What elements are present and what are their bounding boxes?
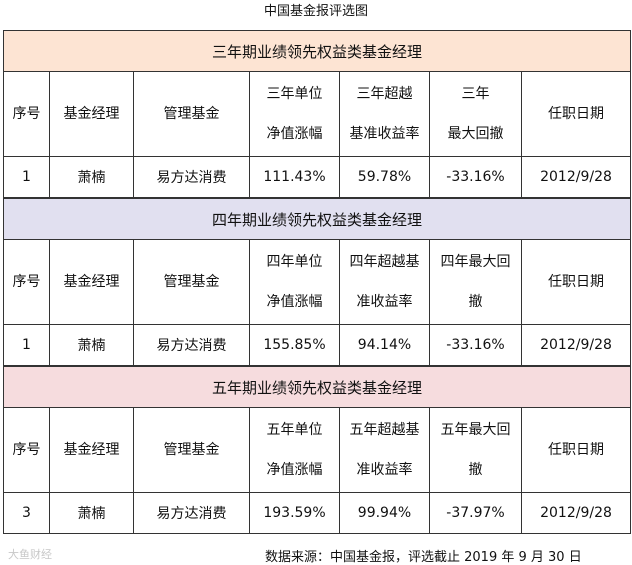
cell-excess-return: 99.94% [339, 492, 430, 534]
header-max-drawdown: 四年最大回撤 [429, 239, 522, 325]
header-seq: 序号 [3, 239, 50, 325]
header-line: 五年最大回 [440, 422, 511, 438]
cell-seq: 1 [3, 156, 50, 198]
cell-excess-return: 94.14% [339, 324, 430, 366]
header-line: 五年超越基 [349, 422, 420, 438]
cell-manager: 萧楠 [49, 492, 134, 534]
header-line: 最大回撤 [447, 126, 504, 142]
header-line: 净值涨幅 [266, 462, 323, 478]
header-seq: 序号 [3, 407, 50, 493]
cell-fund: 易方达消费 [133, 492, 250, 534]
cell-max-drawdown: -37.97% [429, 492, 522, 534]
header-max-drawdown: 五年最大回撤 [429, 407, 522, 493]
header-start-date: 任职日期 [520, 239, 632, 325]
header-line: 撤 [468, 462, 483, 478]
header-manager: 基金经理 [49, 407, 134, 493]
header-excess-return: 四年超越基 准收益率 [339, 239, 430, 325]
header-line: 三年单位 [266, 86, 323, 102]
table-three-year: 三年期业绩领先权益类基金经理 序号 基金经理 管理基金 三年单位净值涨幅 三年超… [2, 30, 632, 198]
header-fund: 管理基金 [133, 407, 250, 493]
table-row: 1 萧楠 易方达消费 155.85% 94.14% -33.16% 2012/9… [3, 324, 632, 366]
cell-seq: 1 [3, 324, 50, 366]
header-line: 净值涨幅 [266, 126, 323, 142]
table-row: 1 萧楠 易方达消费 111.43% 59.78% -33.16% 2012/9… [3, 156, 632, 198]
header-line: 四年单位 [266, 254, 323, 270]
header-line: 三年 [461, 86, 490, 102]
section-title: 三年期业绩领先权益类基金经理 [2, 30, 632, 72]
header-line: 净值涨幅 [266, 294, 323, 310]
header-manager: 基金经理 [49, 239, 134, 325]
header-line: 基准收益率 [349, 126, 420, 142]
header-nav-growth: 四年单位 净值涨幅 [249, 239, 340, 325]
watermark: 大鱼财经 [8, 548, 52, 561]
cell-fund: 易方达消费 [133, 324, 250, 366]
header-nav-growth: 五年单位 净值涨幅 [249, 407, 340, 493]
header-manager: 基金经理 [49, 71, 134, 157]
cell-manager: 萧楠 [49, 324, 134, 366]
cell-start-date: 2012/9/28 [520, 156, 632, 198]
table-four-year: 四年期业绩领先权益类基金经理 序号 基金经理 管理基金 四年单位净值涨幅 四年超… [2, 198, 632, 366]
table-five-year: 五年期业绩领先权益类基金经理 序号 基金经理 管理基金 五年单位净值涨幅 五年超… [2, 366, 632, 534]
header-start-date: 任职日期 [520, 407, 632, 493]
header-fund: 管理基金 [133, 239, 250, 325]
cell-excess-return: 59.78% [339, 156, 430, 198]
header-line: 撤 [468, 294, 483, 310]
header-excess-return: 三年超越 基准收益率 [339, 71, 430, 157]
header-fund: 管理基金 [133, 71, 250, 157]
page-title: 中国基金报评选图 [263, 4, 368, 19]
section-title: 五年期业绩领先权益类基金经理 [2, 366, 632, 408]
header-line: 准收益率 [356, 462, 413, 478]
header-max-drawdown: 三年 最大回撤 [429, 71, 522, 157]
section-title: 四年期业绩领先权益类基金经理 [2, 198, 632, 240]
header-line: 四年超越基 [349, 254, 420, 270]
cell-seq: 3 [3, 492, 50, 534]
cell-start-date: 2012/9/28 [520, 492, 632, 534]
table-row: 3 萧楠 易方达消费 193.59% 99.94% -37.97% 2012/9… [3, 492, 632, 534]
header-line: 三年超越 [356, 86, 413, 102]
cell-max-drawdown: -33.16% [429, 156, 522, 198]
header-line: 四年最大回 [440, 254, 511, 270]
cell-fund: 易方达消费 [133, 156, 250, 198]
header-line: 准收益率 [356, 294, 413, 310]
cell-nav-growth: 155.85% [249, 324, 340, 366]
cell-max-drawdown: -33.16% [429, 324, 522, 366]
data-source-note: 数据来源：中国基金报，评选截止 2019 年 9 月 30 日 [265, 550, 582, 565]
cell-start-date: 2012/9/28 [520, 324, 632, 366]
header-excess-return: 五年超越基 准收益率 [339, 407, 430, 493]
header-line: 五年单位 [266, 422, 323, 438]
cell-nav-growth: 193.59% [249, 492, 340, 534]
header-start-date: 任职日期 [520, 71, 632, 157]
header-seq: 序号 [3, 71, 50, 157]
cell-manager: 萧楠 [49, 156, 134, 198]
cell-nav-growth: 111.43% [249, 156, 340, 198]
header-nav-growth: 三年单位 净值涨幅 [249, 71, 340, 157]
